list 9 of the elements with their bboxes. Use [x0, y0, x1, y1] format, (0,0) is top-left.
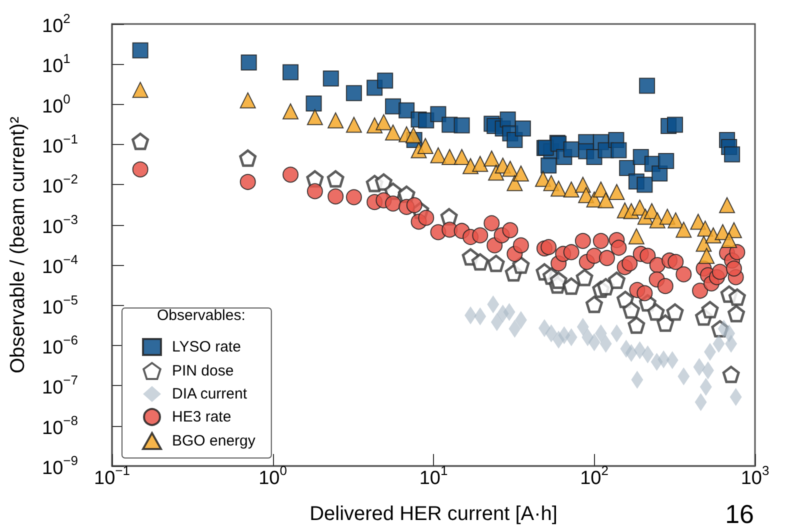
legend-label: DIA current	[172, 386, 248, 402]
text: 16	[725, 499, 754, 529]
y-axis-title: Observable / (beam current)²	[7, 116, 29, 374]
legend-label: LYSO rate	[172, 338, 241, 356]
legend-label: PIN dose	[172, 362, 234, 380]
legend-label: BGO energy	[172, 432, 256, 450]
x-axis-title: Delivered HER current [A·h]	[310, 503, 558, 525]
legend-title: Observables:	[157, 307, 246, 324]
legend-label: HE3 rate	[172, 408, 232, 426]
